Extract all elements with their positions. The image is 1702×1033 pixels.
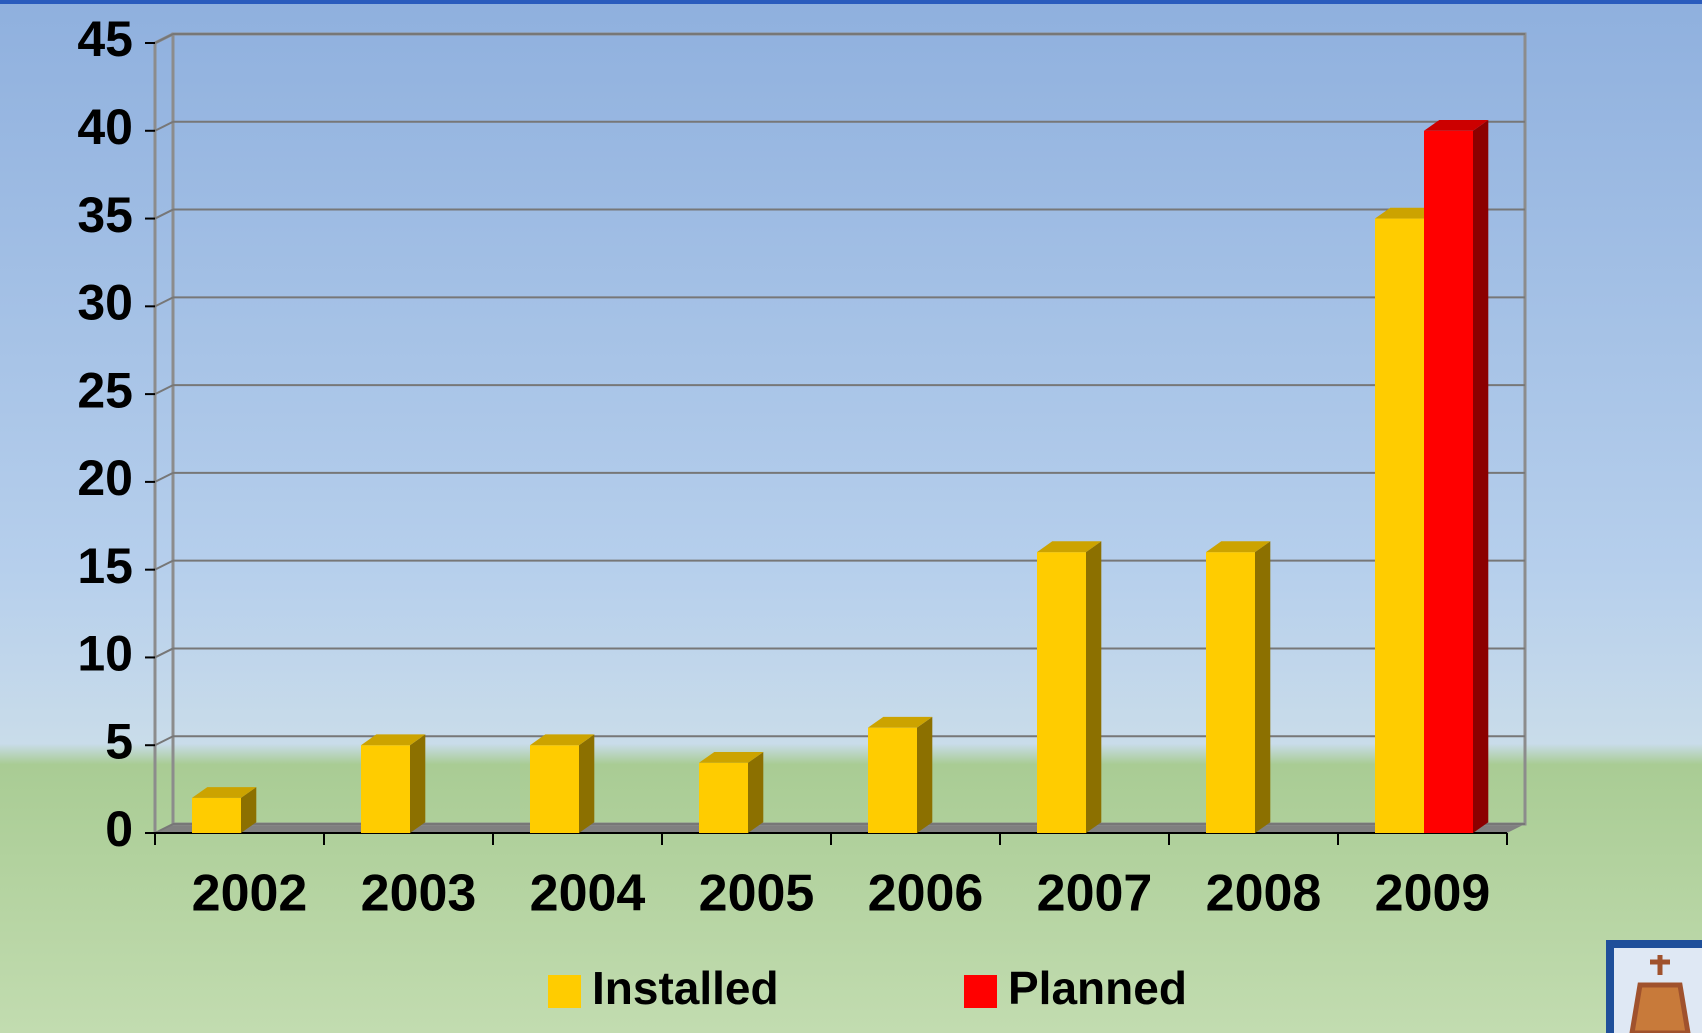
y-tick-label: 10: [77, 626, 133, 682]
bar: [868, 717, 932, 833]
legend-label: Installed: [592, 962, 779, 1014]
bar-side: [1086, 541, 1101, 833]
bar-front: [1424, 131, 1473, 833]
y-tick-label: 35: [77, 187, 133, 243]
legend-swatch: [964, 975, 997, 1008]
bar-side: [1255, 541, 1270, 833]
x-tick-label: 2003: [361, 865, 477, 923]
x-tick-label: 2004: [530, 865, 646, 923]
bar-front: [1206, 552, 1255, 833]
y-tick-label: 40: [77, 99, 133, 155]
bar-front: [1375, 219, 1424, 833]
y-tick-label: 45: [77, 11, 133, 67]
top-border: [0, 0, 1702, 4]
bar: [361, 734, 425, 833]
y-tick-label: 20: [77, 450, 133, 506]
bar-front: [361, 745, 410, 833]
y-tick-label: 15: [77, 538, 133, 594]
bar-front: [192, 798, 241, 833]
x-tick-label: 2007: [1037, 865, 1153, 923]
x-tick-label: 2002: [192, 865, 308, 923]
y-tick-label: 25: [77, 362, 133, 418]
bar: [699, 752, 763, 833]
bar-front: [1037, 552, 1086, 833]
bar-side: [1473, 120, 1488, 833]
x-tick-label: 2006: [868, 865, 984, 923]
bar: [192, 787, 256, 833]
legend-swatch: [548, 975, 581, 1008]
bar-front: [530, 745, 579, 833]
x-tick-label: 2009: [1375, 865, 1491, 923]
y-tick-label: 0: [105, 801, 133, 857]
bar: [1206, 541, 1270, 833]
x-tick-label: 2005: [699, 865, 815, 923]
bar-side: [917, 717, 932, 833]
bar-side: [579, 734, 594, 833]
bar-front: [699, 763, 748, 833]
logo: [1606, 940, 1702, 1033]
bar: [530, 734, 594, 833]
bar-front: [868, 728, 917, 833]
bar: [1424, 120, 1488, 833]
bar-side: [748, 752, 763, 833]
bar-side: [410, 734, 425, 833]
x-tick-label: 2008: [1206, 865, 1322, 923]
legend-label: Planned: [1008, 962, 1187, 1014]
y-tick-label: 30: [77, 275, 133, 331]
y-tick-label: 5: [105, 713, 133, 769]
bar: [1037, 541, 1101, 833]
chart: 0 5 10 15 20 25 30 35 40 45 2002 2003 2004 2005 2006 20…: [0, 0, 1702, 1033]
